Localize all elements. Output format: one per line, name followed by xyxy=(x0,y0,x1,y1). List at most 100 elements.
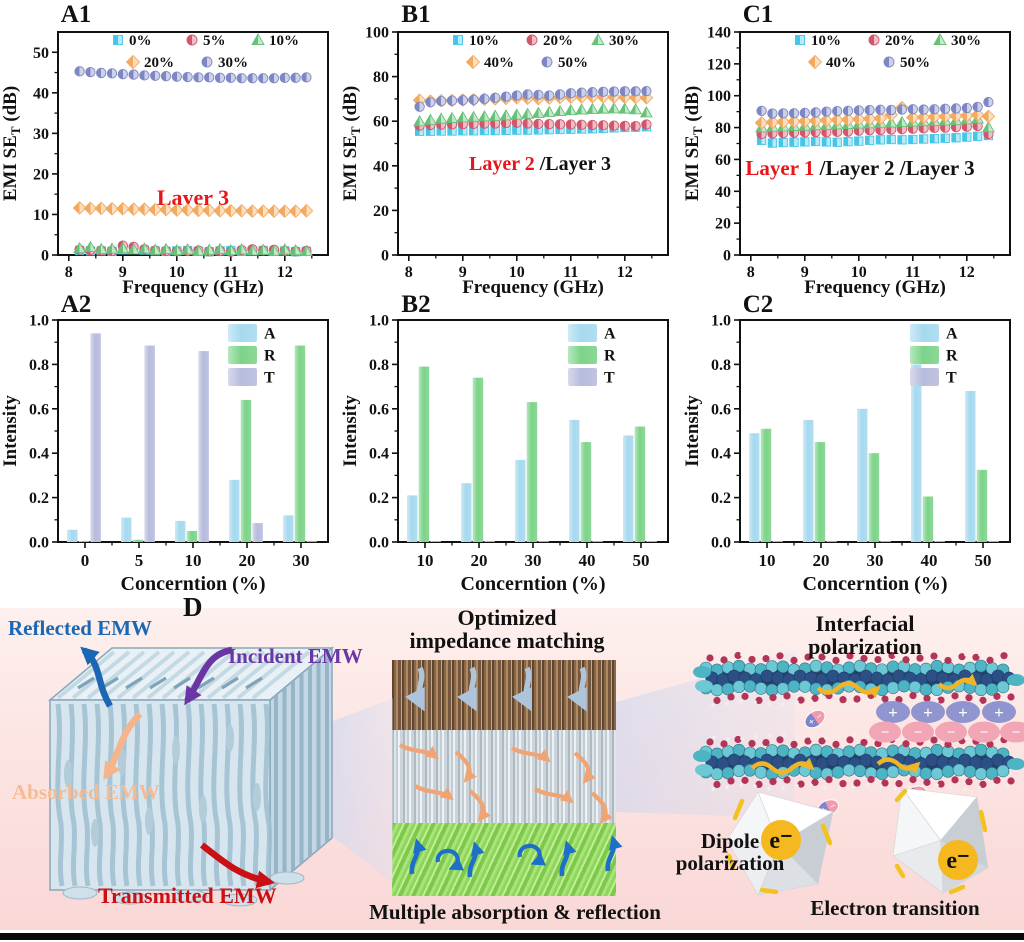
svg-text:C2: C2 xyxy=(743,291,774,318)
svg-text:30: 30 xyxy=(33,126,49,143)
svg-text:20: 20 xyxy=(471,551,488,570)
dipole-label-2: polarization xyxy=(675,851,785,875)
svg-text:10: 10 xyxy=(417,551,434,570)
svg-text:0.8: 0.8 xyxy=(369,357,389,374)
svg-text:40: 40 xyxy=(921,551,938,570)
svg-text:+: + xyxy=(806,716,817,728)
chart-panel-b2: 0.0 0.2 0.4 0.6 0.8 1.0 10 20 30 40 50 Concerntion … xyxy=(340,290,681,600)
svg-text:8: 8 xyxy=(747,264,755,281)
silver-fiber-layer xyxy=(392,730,616,823)
svg-text:0: 0 xyxy=(81,551,90,570)
chart-panel-a1: 8 9 10 11 12 0 10 20 30 40 50 Frequency (GHz) EMI SE… xyxy=(0,0,341,310)
chart-panel-c1: 8 9 10 11 12 0 20 40 60 80 100 120 140 Frequency (GHz… xyxy=(682,0,1023,310)
svg-text:10: 10 xyxy=(759,551,776,570)
mxene-sheet-top xyxy=(693,649,1024,707)
svg-text:10: 10 xyxy=(169,264,185,281)
electron-ball xyxy=(761,820,801,860)
svg-text:0.4: 0.4 xyxy=(711,446,731,463)
svg-text:40: 40 xyxy=(33,85,49,102)
svg-text:Frequency (GHz): Frequency (GHz) xyxy=(804,277,946,298)
svg-text:0.0: 0.0 xyxy=(711,535,731,552)
svg-text:0: 0 xyxy=(723,248,731,265)
svg-text:12: 12 xyxy=(277,264,293,281)
multiple-absorption-label: Multiple absorption & reflection xyxy=(369,900,661,924)
chart-panel-a2: 0.0 0.2 0.4 0.6 0.8 1.0 0 5 10 20 30 Concerntion (%… xyxy=(0,290,341,600)
svg-text:20%: 20% xyxy=(543,33,573,49)
svg-text:B1: B1 xyxy=(401,1,430,28)
svg-text:−: − xyxy=(914,725,923,741)
svg-text:9: 9 xyxy=(801,264,809,281)
panel-d-overlay: ++++−−−−−+−+−+−e⁻e⁻ xyxy=(47,646,1024,907)
transmitted-arrow xyxy=(199,842,275,889)
svg-text:T: T xyxy=(946,370,957,387)
svg-text:11: 11 xyxy=(223,264,238,281)
svg-text:0.0: 0.0 xyxy=(369,535,389,552)
dipole-between-sheets: +− xyxy=(804,709,826,729)
svg-text:20%: 20% xyxy=(144,55,174,71)
svg-text:10%: 10% xyxy=(811,33,841,49)
svg-text:−: − xyxy=(814,711,825,723)
svg-text:20: 20 xyxy=(715,216,731,233)
svg-text:+: + xyxy=(888,703,898,722)
bar-svg-C2: 0.0 0.2 0.4 0.6 0.8 1.0 10 20 30 40 50 Concerntion … xyxy=(682,291,1011,595)
interfacial-label-1: Interfacial xyxy=(815,611,915,636)
svg-text:60: 60 xyxy=(373,114,389,131)
svg-text:30: 30 xyxy=(867,551,884,570)
svg-text:30: 30 xyxy=(293,551,310,570)
svg-text:1.0: 1.0 xyxy=(29,313,49,330)
svg-text:Intensity: Intensity xyxy=(340,395,361,467)
svg-text:12: 12 xyxy=(959,264,975,281)
incident-emw-label: Incident EMW xyxy=(228,644,363,668)
panel-d-label: D xyxy=(183,592,203,622)
svg-text:Layer 1 /Layer 2 /Layer 3: Layer 1 /Layer 2 /Layer 3 xyxy=(745,156,974,180)
interfacial-label-2: polarization xyxy=(808,634,922,659)
electron-ball xyxy=(938,840,978,880)
reflected-arrow xyxy=(80,646,113,708)
svg-text:120: 120 xyxy=(707,56,731,73)
svg-text:10: 10 xyxy=(851,264,867,281)
svg-text:30%: 30% xyxy=(609,33,639,49)
svg-text:100: 100 xyxy=(707,88,731,105)
svg-text:10: 10 xyxy=(185,551,202,570)
svg-text:0.4: 0.4 xyxy=(29,446,49,463)
svg-text:0%: 0% xyxy=(129,33,152,49)
svg-text:e⁻: e⁻ xyxy=(946,848,969,874)
svg-text:10: 10 xyxy=(509,264,525,281)
incident-arrow xyxy=(184,646,233,706)
svg-text:0.2: 0.2 xyxy=(369,490,389,507)
svg-text:30: 30 xyxy=(525,551,542,570)
green-flake-layer xyxy=(392,823,616,896)
svg-text:Frequency (GHz): Frequency (GHz) xyxy=(462,277,604,298)
svg-text:0.8: 0.8 xyxy=(29,357,49,374)
svg-text:A1: A1 xyxy=(61,1,92,28)
svg-text:1.0: 1.0 xyxy=(369,313,389,330)
svg-text:40: 40 xyxy=(715,184,731,201)
scatter-svg-A1: 8 9 10 11 12 0 10 20 30 40 50 Frequency (GHz) EMI SE… xyxy=(0,1,329,298)
electron-transition-label: Electron transition xyxy=(810,896,980,920)
svg-text:R: R xyxy=(946,348,958,365)
figure-bottom-border xyxy=(0,933,1024,940)
svg-text:8: 8 xyxy=(65,264,73,281)
svg-text:0.2: 0.2 xyxy=(711,490,731,507)
scatter-svg-B1: 8 9 10 11 12 0 20 40 60 80 100 Frequency (GHz) EMI S… xyxy=(340,1,669,298)
svg-text:+: + xyxy=(958,703,968,722)
svg-text:Frequency (GHz): Frequency (GHz) xyxy=(122,277,264,298)
svg-text:EMI SET (dB): EMI SET (dB) xyxy=(0,86,23,201)
svg-text:60: 60 xyxy=(715,152,731,169)
mxene-sheet-bottom xyxy=(693,733,1024,791)
svg-text:40: 40 xyxy=(579,551,596,570)
transmitted-emw-label: Transmitted EMW xyxy=(98,883,277,908)
svg-text:9: 9 xyxy=(459,264,467,281)
multilayer-arrows xyxy=(398,666,623,878)
svg-text:−: − xyxy=(1012,725,1021,741)
svg-text:A: A xyxy=(946,326,958,343)
series-20% xyxy=(72,201,314,219)
svg-text:50%: 50% xyxy=(558,55,588,71)
crystal-right: e⁻ xyxy=(892,787,989,895)
svg-text:30%: 30% xyxy=(218,55,248,71)
series-30% xyxy=(74,66,312,84)
svg-text:1.0: 1.0 xyxy=(711,313,731,330)
svg-text:40%: 40% xyxy=(484,55,514,71)
polarization-current-arrows xyxy=(750,673,978,775)
